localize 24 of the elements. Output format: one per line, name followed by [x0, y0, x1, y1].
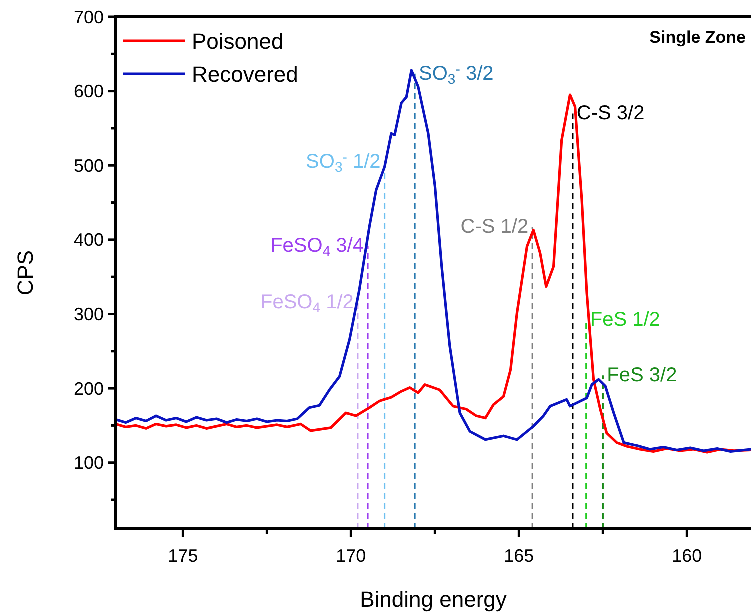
- y-tick-label: 600: [74, 82, 104, 102]
- y-tick-label: 300: [74, 304, 104, 325]
- ref-line-label: FeS 1/2: [590, 309, 660, 332]
- x-tick-label: 170: [336, 546, 366, 566]
- ref-line-label: FeSO$_{4}$ 1/2: [260, 292, 354, 316]
- ref-line-label: SO$_{3}$$^{-}$ 3/2: [419, 60, 494, 86]
- y-tick-label: 100: [74, 453, 104, 474]
- annotation: Single Zone: [650, 28, 746, 47]
- legend-label: Recovered: [192, 62, 298, 87]
- x-axis-title: Binding energy: [360, 587, 507, 612]
- y-tick-label: 500: [74, 156, 104, 176]
- y-axis-title: CPS: [13, 250, 38, 296]
- ref-line-label: C-S 3/2: [576, 102, 645, 125]
- ref-line-label: FeSO$_{4}$ 3/4: [270, 235, 364, 259]
- y-tick-label: 400: [74, 230, 104, 250]
- y-tick-label: 200: [74, 378, 104, 399]
- ref-line-label: FeS 3/2: [607, 364, 678, 387]
- legend-label: Poisoned: [192, 29, 284, 54]
- ref-line-label: SO$_{3}$$^{-}$ 1/2: [306, 148, 381, 175]
- x-tick-label: 175: [168, 546, 198, 566]
- x-tick-label: 165: [504, 546, 534, 566]
- ref-line-label: C-S 1/2: [460, 216, 529, 238]
- y-tick-label: 700: [74, 7, 104, 28]
- x-tick-label: 160: [672, 546, 702, 566]
